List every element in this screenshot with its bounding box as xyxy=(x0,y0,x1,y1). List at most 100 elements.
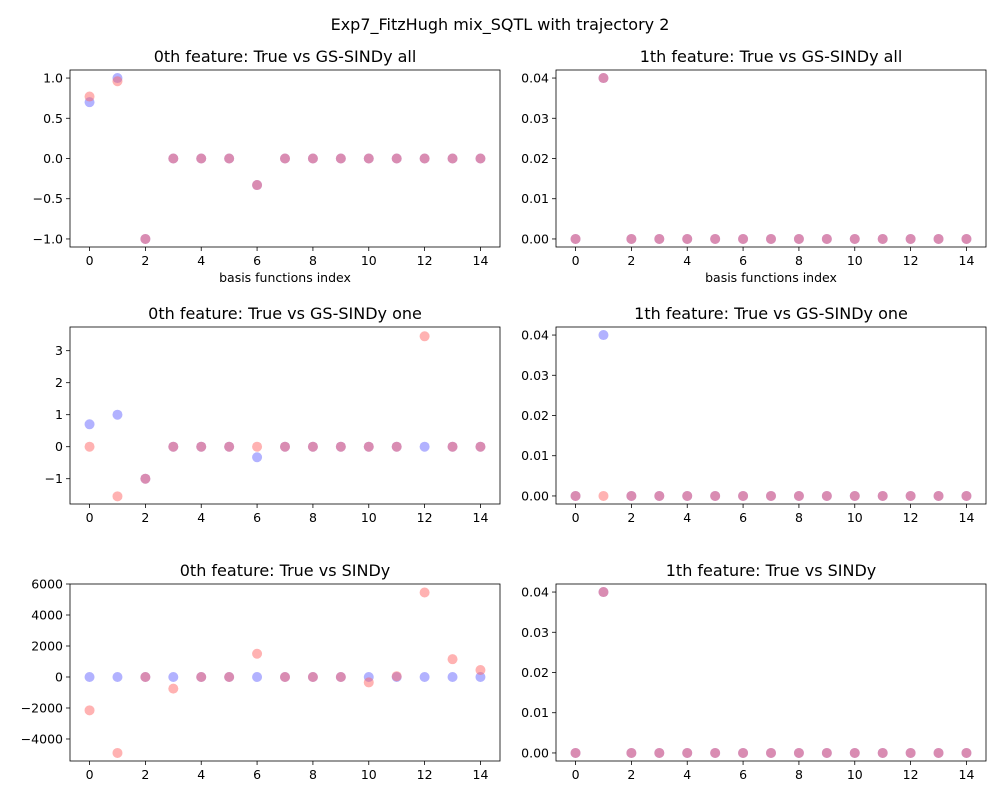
predicted-point xyxy=(196,671,207,682)
predicted-point xyxy=(168,441,179,452)
true-point xyxy=(475,671,486,682)
subplot-title: 1th feature: True vs GS-SINDy all xyxy=(640,47,903,66)
x-tick-label: 2 xyxy=(627,510,635,525)
x-tick-label: 10 xyxy=(847,767,863,782)
x-tick-label: 12 xyxy=(417,510,433,525)
x-tick-label: 14 xyxy=(473,253,489,268)
predicted-point xyxy=(84,705,95,716)
predicted-point xyxy=(849,747,860,758)
subplot-0: 0th feature: True vs GS-SINDy all 0 2 4 6 8 10… xyxy=(33,47,501,285)
subplot-title: 0th feature: True vs GS-SINDy one xyxy=(148,304,422,323)
y-tick-label: 1 xyxy=(55,407,63,422)
predicted-point xyxy=(570,747,581,758)
x-tick-label: 0 xyxy=(572,253,580,268)
x-tick-label: 8 xyxy=(795,253,803,268)
predicted-point xyxy=(654,490,665,501)
y-tick-label: 0 xyxy=(55,669,63,684)
y-tick-label: 0 xyxy=(55,439,63,454)
predicted-point xyxy=(570,490,581,501)
y-tick-label: 0.01 xyxy=(521,705,549,720)
predicted-point xyxy=(598,490,609,501)
predicted-point xyxy=(140,671,151,682)
predicted-point xyxy=(626,233,637,244)
x-tick-label: 10 xyxy=(361,253,377,268)
predicted-point xyxy=(447,654,458,665)
x-tick-label: 4 xyxy=(683,253,691,268)
subplot-1: 1th feature: True vs GS-SINDy all 0 2 4 6 8 10… xyxy=(521,47,987,285)
x-tick-label: 14 xyxy=(473,767,489,782)
x-tick-label: 12 xyxy=(903,253,919,268)
predicted-point xyxy=(933,233,944,244)
predicted-point xyxy=(224,671,235,682)
y-tick-label: 0.00 xyxy=(521,231,549,246)
predicted-point xyxy=(475,441,486,452)
predicted-point xyxy=(112,491,123,502)
predicted-point xyxy=(654,747,665,758)
predicted-point xyxy=(196,153,207,164)
predicted-point xyxy=(961,233,972,244)
predicted-point xyxy=(626,747,637,758)
x-tick-label: 14 xyxy=(959,510,975,525)
x-tick-label: 2 xyxy=(141,767,149,782)
x-tick-label: 0 xyxy=(86,510,94,525)
predicted-point xyxy=(363,677,374,688)
predicted-point xyxy=(849,490,860,501)
predicted-point xyxy=(626,490,637,501)
x-tick-label: 12 xyxy=(417,253,433,268)
predicted-point xyxy=(252,180,263,191)
predicted-point xyxy=(793,233,804,244)
y-tick-label: 0.04 xyxy=(521,585,549,600)
y-tick-label: 0.5 xyxy=(43,111,63,126)
y-tick-label: 0.01 xyxy=(521,448,549,463)
predicted-point xyxy=(961,490,972,501)
predicted-point xyxy=(682,747,693,758)
x-tick-label: 10 xyxy=(847,510,863,525)
predicted-point xyxy=(419,331,430,342)
predicted-point xyxy=(335,153,346,164)
true-point xyxy=(112,409,123,420)
subplot-title: 0th feature: True vs GS-SINDy all xyxy=(154,47,417,66)
predicted-point xyxy=(766,747,776,758)
y-tick-label: −2000 xyxy=(21,700,63,715)
y-tick-label: 0.03 xyxy=(521,368,549,383)
x-tick-label: 0 xyxy=(572,767,580,782)
true-point xyxy=(447,671,458,682)
predicted-point xyxy=(168,153,179,164)
predicted-point xyxy=(877,747,888,758)
true-point xyxy=(598,330,609,341)
predicted-point xyxy=(905,490,916,501)
y-tick-label: 0.02 xyxy=(521,408,549,423)
y-tick-label: 2 xyxy=(55,375,63,390)
predicted-point xyxy=(335,441,346,452)
predicted-point xyxy=(84,91,95,102)
y-tick-label: 0.01 xyxy=(521,191,549,206)
true-point xyxy=(419,671,430,682)
axes-frame xyxy=(69,326,501,505)
predicted-point xyxy=(391,153,402,164)
x-tick-label: 8 xyxy=(795,510,803,525)
predicted-point xyxy=(738,490,749,501)
predicted-point xyxy=(140,233,151,244)
y-tick-label: 3 xyxy=(55,343,63,358)
x-tick-label: 8 xyxy=(309,253,317,268)
predicted-point xyxy=(682,490,693,501)
predicted-point xyxy=(84,441,95,452)
x-tick-label: 6 xyxy=(739,510,747,525)
predicted-point xyxy=(905,747,916,758)
x-tick-label: 6 xyxy=(253,767,261,782)
x-tick-label: 8 xyxy=(309,510,317,525)
predicted-point xyxy=(419,587,430,598)
x-tick-label: 8 xyxy=(795,767,803,782)
y-tick-label: 0.00 xyxy=(521,488,549,503)
predicted-point xyxy=(447,153,458,164)
x-axis-label: basis functions index xyxy=(705,270,837,285)
predicted-point xyxy=(905,233,916,244)
predicted-point xyxy=(168,683,179,694)
x-tick-label: 4 xyxy=(683,767,691,782)
y-tick-label: −1.0 xyxy=(33,231,63,246)
predicted-point xyxy=(654,233,665,244)
x-axis-label: basis functions index xyxy=(219,270,351,285)
predicted-point xyxy=(738,233,749,244)
